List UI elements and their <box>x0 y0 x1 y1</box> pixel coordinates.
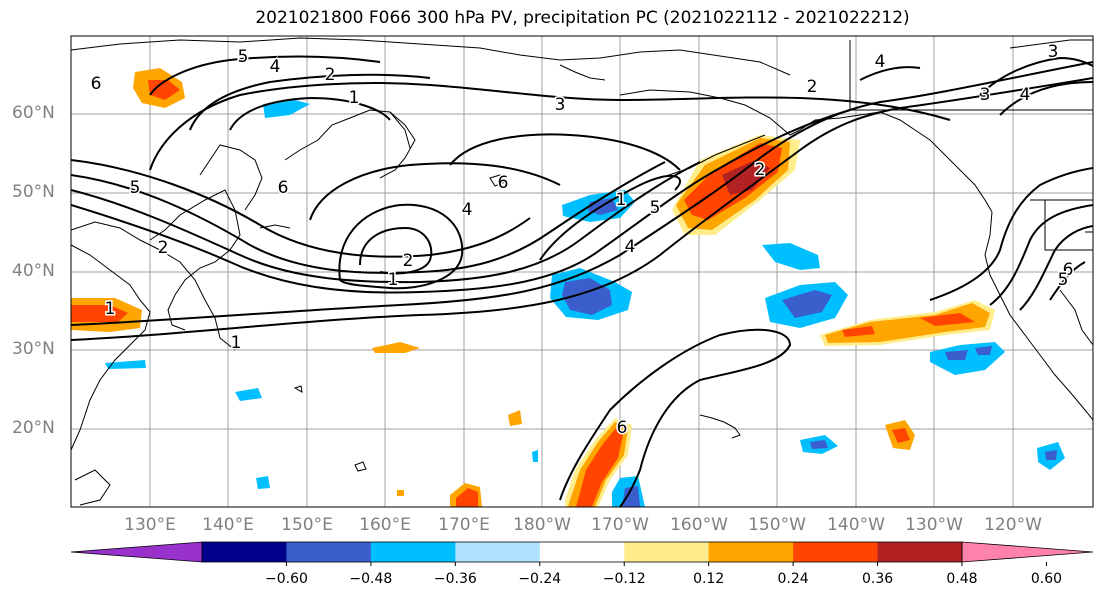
colorbar-extend-low <box>70 541 203 563</box>
lon-tick-label: 180°W <box>513 515 571 535</box>
pv-contours <box>71 55 1093 507</box>
contour-label: 1 <box>616 190 627 210</box>
colorbar-tick-label: −0.24 <box>518 571 562 587</box>
contour-label: 4 <box>625 237 636 257</box>
lon-tick-label: 120°W <box>984 515 1042 535</box>
precip-anomaly-positive <box>71 305 128 322</box>
precip-anomaly-positive <box>508 410 522 426</box>
lon-tick-label: 140°E <box>202 515 254 535</box>
colorbar-segment <box>539 542 625 562</box>
contour-label: 6 <box>498 173 509 193</box>
precip-anomaly-negative <box>105 360 146 369</box>
precip-anomaly-negative <box>256 476 270 489</box>
precip-anomaly-negative <box>1045 450 1057 460</box>
precip-anomaly-negative <box>532 450 538 462</box>
precip-anomaly-negative <box>622 486 640 507</box>
colorbar-segment <box>286 542 372 562</box>
precip-anomaly-positive <box>397 490 404 496</box>
colorbar-tick-label: −0.60 <box>264 571 308 587</box>
colorbar-segment <box>455 542 541 562</box>
contour-label: 2 <box>158 238 169 258</box>
precip-anomaly-negative <box>762 243 820 270</box>
colorbar-tick-label: 0.60 <box>1030 571 1063 587</box>
contour-label: 5 <box>130 178 141 198</box>
lat-tick-label: 40°N <box>12 261 55 281</box>
contour-label: 6 <box>91 74 102 94</box>
contour-label: 2 <box>807 77 818 97</box>
lon-tick-label: 160°E <box>359 515 411 535</box>
contour-label: 5 <box>238 47 249 67</box>
contour-label: 5 <box>1058 270 1069 290</box>
colorbar-tick-label: 0.36 <box>861 571 894 587</box>
contour-label: 4 <box>462 200 473 220</box>
colorbar-extend-high <box>961 541 1094 563</box>
lon-tick-label: 170°W <box>591 515 649 535</box>
precip-anomaly-positive <box>148 80 180 100</box>
precip-anomaly-positive <box>842 326 875 337</box>
colorbar-tick-label: −0.48 <box>349 571 393 587</box>
contour-label: 3 <box>980 85 991 105</box>
lat-tick-label: 20°N <box>12 418 55 438</box>
precip-shading <box>71 68 1065 507</box>
contour-label: 1 <box>231 333 242 353</box>
colorbar-tick-label: 0.24 <box>777 571 809 587</box>
precip-anomaly-positive <box>576 428 623 507</box>
colorbar-segment <box>877 542 963 562</box>
precip-anomaly-positive <box>456 488 478 507</box>
colorbar-tick-label: 0.12 <box>693 571 725 587</box>
colorbar <box>70 541 1094 566</box>
contour-label: 3 <box>555 95 566 115</box>
colorbar-border <box>201 541 963 563</box>
precip-anomaly-negative <box>945 350 968 360</box>
colorbar-tick-label: −0.36 <box>433 571 477 587</box>
contour-label: 5 <box>650 198 661 218</box>
precip-anomaly-positive <box>722 160 770 195</box>
precip-anomaly-negative <box>235 388 262 401</box>
lon-tick-label: 140°W <box>827 515 885 535</box>
contour-label: 1 <box>388 270 399 290</box>
lat-tick-label: 50°N <box>12 182 55 202</box>
precip-anomaly-positive <box>920 313 975 326</box>
colorbar-tick-label: 0.48 <box>946 571 978 587</box>
lon-tick-label: 170°E <box>438 515 490 535</box>
lon-tick-label: 130°W <box>905 515 963 535</box>
contour-label: 4 <box>1020 85 1031 105</box>
colorbar-segment <box>624 542 710 562</box>
contour-label: 6 <box>1063 260 1074 280</box>
colorbar-segment <box>370 542 456 562</box>
colorbar-segment <box>202 542 287 562</box>
lon-tick-label: 150°E <box>281 515 333 535</box>
precip-anomaly-positive <box>372 342 420 353</box>
contour-label: 1 <box>105 299 116 319</box>
lon-tick-label: 160°W <box>670 515 728 535</box>
contour-label: 2 <box>755 160 766 180</box>
colorbar-segment <box>708 542 794 562</box>
contour-label: 1 <box>349 88 360 108</box>
contour-label: 3 <box>1048 42 1059 62</box>
lat-tick-label: 30°N <box>12 339 55 359</box>
colorbar-segment <box>793 542 879 562</box>
contour-label: 2 <box>403 251 414 271</box>
precip-anomaly-negative <box>975 346 992 355</box>
precip-anomaly-negative <box>810 440 828 449</box>
contour-label: 2 <box>325 65 336 85</box>
lon-tick-label: 130°E <box>124 515 176 535</box>
contour-label: 4 <box>875 52 886 72</box>
lat-tick-label: 60°N <box>12 103 55 123</box>
contour-label: 4 <box>270 57 281 77</box>
map-frame <box>70 35 1094 508</box>
map-title: 2021021800 F066 300 hPa PV, precipitatio… <box>255 8 910 28</box>
coastlines <box>71 37 1093 506</box>
precip-anomaly-negative <box>263 100 310 118</box>
precip-anomaly-negative <box>782 290 832 318</box>
colorbar-tick-label: −0.12 <box>602 571 646 587</box>
contour-label: 6 <box>278 178 289 198</box>
lon-tick-label: 150°W <box>748 515 806 535</box>
contour-label: 6 <box>617 418 628 438</box>
precip-anomaly-positive <box>892 428 910 443</box>
